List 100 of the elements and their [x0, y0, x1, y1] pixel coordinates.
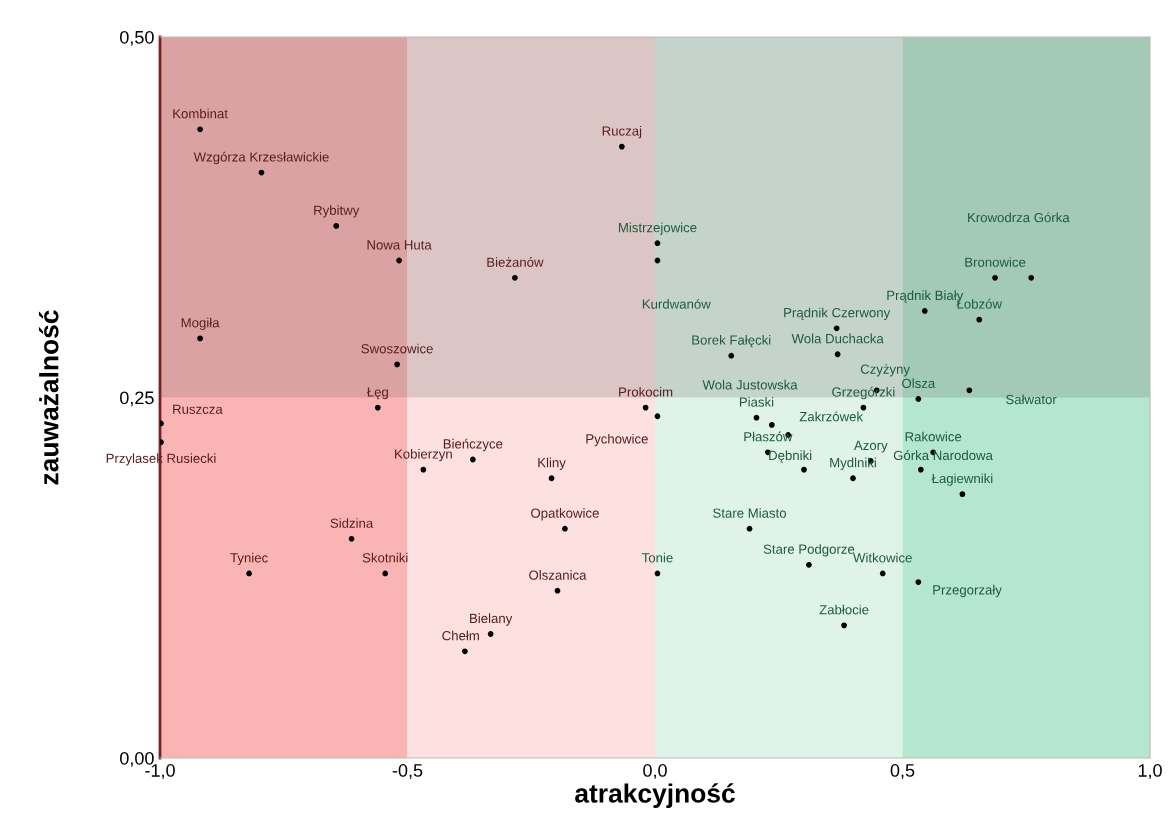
point: [487, 631, 494, 637]
annotation: Górka Narodowa: [893, 450, 993, 461]
annotation: Olsza: [902, 378, 936, 388]
point: [833, 325, 840, 332]
point: [728, 352, 735, 359]
annotation: Wzgórza Krzesławickie: [193, 151, 329, 165]
annotation: Mistrzejowice: [618, 222, 697, 235]
point: [469, 456, 476, 463]
point: [806, 561, 812, 568]
annotation: Bronowice: [965, 257, 1026, 267]
annotation: Czyżyny: [860, 364, 910, 377]
annotation: Sałwator: [1006, 394, 1057, 405]
annotation: Grzegórzki: [832, 386, 895, 400]
annotation: Rybitwy: [314, 205, 360, 218]
y-tick-label: 0,25: [120, 391, 154, 407]
annotation: Krowodrza Górka: [968, 212, 1070, 223]
annotation: Stare Podgorze: [763, 544, 855, 557]
annotation: Nowa Huta: [367, 240, 432, 250]
point: [197, 126, 203, 133]
annotation: Opatkowice: [531, 508, 599, 521]
x-axis-title: atrakcyjność: [575, 783, 735, 808]
x-tick-label: 0,0: [643, 764, 667, 779]
x-tick-label: 1,0: [1138, 764, 1162, 779]
annotation: Sidzina: [330, 518, 374, 528]
point: [966, 387, 973, 394]
annotation: Dębniki: [769, 450, 812, 463]
point: [394, 361, 400, 368]
point: [879, 570, 886, 577]
point: [258, 169, 265, 176]
point: [959, 491, 966, 498]
point: [654, 413, 661, 420]
annotation: Wola Duchacka: [791, 333, 884, 344]
point: [420, 466, 427, 473]
annotation: Płaszów: [744, 431, 793, 442]
point: [197, 335, 203, 342]
annotation: Tyniec: [230, 552, 268, 566]
point: [642, 404, 649, 411]
point: [348, 535, 355, 542]
annotation: Bielany: [470, 613, 513, 626]
point: [915, 579, 922, 585]
annotation: Stare Miasto: [713, 508, 787, 518]
annotation: Chełm: [442, 630, 479, 641]
point: [860, 404, 867, 411]
annotation: Prokocim: [619, 386, 673, 397]
annotation: Mydlniki: [830, 457, 876, 470]
point: [992, 274, 998, 281]
annotation: Łagiewniki: [931, 473, 993, 486]
annotation: Bieżanów: [487, 257, 544, 267]
point: [850, 475, 856, 482]
annotation: Wola Justowska: [702, 379, 798, 390]
point: [753, 414, 760, 421]
annotation: Prądnik Czerwony: [784, 307, 891, 320]
annotation: Olszanica: [529, 570, 587, 580]
point: [801, 466, 807, 473]
annotation: Skotniki: [362, 552, 408, 563]
point: [382, 570, 389, 577]
point: [618, 143, 625, 150]
y-tick-label: 0,50: [120, 30, 154, 46]
y-axis-title: zauważalność: [38, 310, 59, 485]
annotation: Kliny: [538, 457, 566, 470]
point: [396, 257, 402, 264]
annotation: Ruczaj: [602, 125, 642, 139]
point: [976, 316, 983, 323]
annotation: Łęg: [366, 387, 388, 400]
annotation: Mogiła: [181, 317, 220, 331]
point: [246, 570, 252, 577]
point: [374, 404, 381, 411]
annotation: Zakrzówek: [799, 411, 864, 422]
annotation: Borek Fałęcki: [692, 335, 771, 348]
point: [554, 587, 561, 594]
point: [512, 274, 518, 281]
point: [746, 525, 753, 532]
point: [562, 525, 568, 532]
x-tick-label: -0,5: [392, 764, 423, 779]
annotation: Zabłocie: [819, 604, 869, 615]
annotation: Rakowice: [905, 431, 962, 442]
annotation: Tonie: [642, 552, 673, 563]
annotation: Piaski: [739, 397, 774, 407]
annotation: Kurdwanów: [642, 298, 711, 309]
annotation: Azory: [853, 440, 888, 453]
point: [462, 648, 468, 655]
annotation: Pychowice: [586, 433, 648, 447]
point: [834, 351, 841, 358]
point: [921, 308, 928, 314]
annotation: Kombinat: [173, 108, 228, 119]
point: [654, 570, 661, 577]
point: [768, 422, 775, 428]
point: [1028, 274, 1035, 281]
annotation: Witkowice: [853, 552, 912, 563]
point: [654, 257, 661, 264]
annotation: Ruszcza: [173, 404, 223, 414]
x-tick-label: 0,5: [890, 764, 915, 779]
point: [917, 466, 924, 473]
point: [333, 223, 340, 229]
annotation: Swoszowice: [361, 343, 433, 354]
point: [841, 622, 847, 629]
point: [654, 240, 661, 247]
point: [915, 396, 922, 402]
annotation: Przegorzały: [933, 584, 1002, 598]
point: [548, 475, 555, 482]
